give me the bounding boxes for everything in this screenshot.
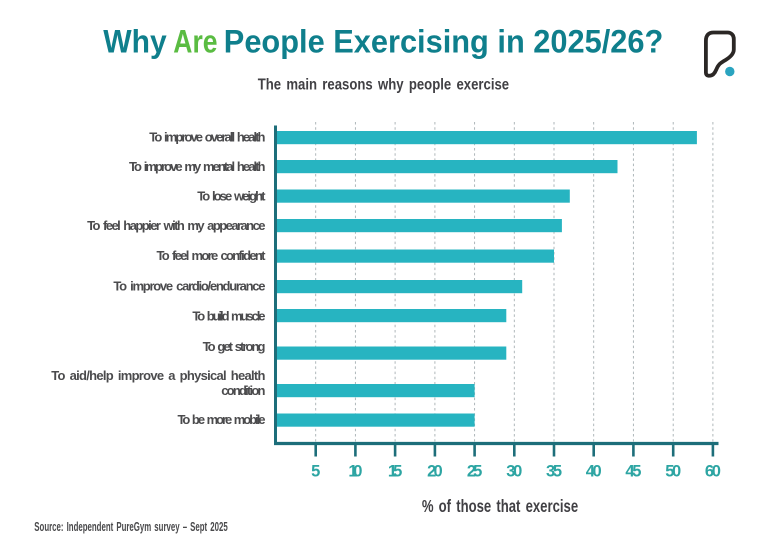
svg-text:25: 25 — [467, 463, 483, 481]
svg-text:To improve overall health: To improve overall health — [149, 130, 265, 145]
svg-text:To aid/help improve a physical: To aid/help improve a physical health — [51, 368, 265, 383]
svg-text:35: 35 — [546, 463, 562, 481]
svg-text:% of those that exercise: % of those that exercise — [422, 496, 578, 516]
svg-text:To build muscle: To build muscle — [192, 309, 265, 324]
svg-text:30: 30 — [506, 463, 522, 481]
svg-text:To get strong: To get strong — [203, 339, 266, 354]
svg-text:20: 20 — [427, 463, 443, 481]
svg-text:Why: Why — [103, 24, 167, 60]
svg-text:60: 60 — [705, 463, 721, 481]
svg-text:To feel happier with my appear: To feel happier with my appearance — [87, 218, 265, 233]
svg-text:Source: Independent PureGym su: Source: Independent PureGym survey – Sep… — [34, 519, 227, 534]
svg-text:condition: condition — [221, 383, 265, 398]
svg-text:Are: Are — [173, 24, 217, 60]
svg-text:To improve cardio/endurance: To improve cardio/endurance — [113, 279, 265, 294]
svg-text:People Exercising in 2025/26?: People Exercising in 2025/26? — [224, 24, 664, 60]
svg-text:40: 40 — [586, 463, 602, 481]
svg-text:10: 10 — [348, 463, 362, 481]
svg-text:To improve my mental health: To improve my mental health — [129, 159, 266, 174]
svg-text:5: 5 — [311, 463, 320, 481]
svg-text:15: 15 — [388, 463, 403, 481]
svg-text:To be more mobile: To be more mobile — [178, 412, 266, 427]
svg-text:To lose weight: To lose weight — [197, 189, 266, 204]
svg-text:The main reasons why people ex: The main reasons why people exercise — [258, 76, 509, 93]
svg-text:To feel more confident: To feel more confident — [157, 248, 267, 263]
svg-text:45: 45 — [625, 463, 641, 481]
svg-text:50: 50 — [665, 463, 681, 481]
